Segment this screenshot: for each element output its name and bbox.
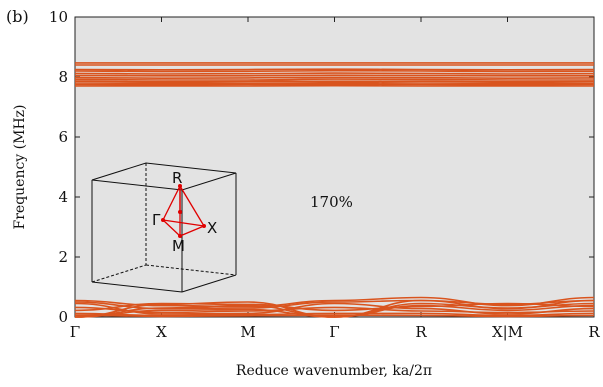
low-band-line xyxy=(74,312,595,317)
irreducible-wedge xyxy=(162,185,205,237)
y-tick-label: 10 xyxy=(49,8,68,26)
high-band-line xyxy=(74,80,595,83)
low-band-line xyxy=(74,302,595,315)
high-band-line xyxy=(74,72,595,75)
y-tick-label: 6 xyxy=(58,128,68,146)
high-band-line xyxy=(74,68,595,71)
y-tick-label: 4 xyxy=(58,188,68,206)
high-band-line xyxy=(74,78,594,81)
inset-label-gamma: Γ xyxy=(152,211,161,229)
high-band-line xyxy=(74,76,595,80)
x-tick-label: Γ xyxy=(70,323,80,341)
x-axis-label: Reduce wavenumber, ka/2π xyxy=(236,363,432,379)
low-band-line xyxy=(74,306,595,314)
brillouin-zone-inset: R Γ X M xyxy=(91,162,237,293)
x-tick-label: M xyxy=(240,323,255,341)
inset-cube xyxy=(91,162,237,293)
high-band-line xyxy=(74,74,594,77)
y-axis-ticks: 0 2 4 6 8 10 xyxy=(49,8,594,326)
high-band-line xyxy=(74,81,594,85)
low-band-line xyxy=(74,296,595,308)
y-tick-label: 2 xyxy=(58,248,68,266)
y-tick-label: 0 xyxy=(58,308,68,326)
low-band-line xyxy=(74,302,595,312)
inset-label-X: X xyxy=(207,219,217,237)
x-tick-label: X|M xyxy=(492,323,523,341)
plot-area xyxy=(74,16,595,318)
x-tick-label: R xyxy=(415,323,427,341)
x-tick-label: Γ xyxy=(329,323,339,341)
low-band-line xyxy=(74,299,595,310)
inset-label-R: R xyxy=(172,169,182,187)
x-tick-label: R xyxy=(588,323,600,341)
wedge-points xyxy=(161,184,206,238)
low-band-line xyxy=(74,314,595,318)
x-axis-ticks: Γ X M Γ R X|M R xyxy=(70,17,600,341)
low-band-line xyxy=(74,304,595,318)
high-band-line xyxy=(74,69,595,73)
panel-label: (b) xyxy=(6,7,29,26)
y-tick-label: 8 xyxy=(58,68,68,86)
inset-label-M: M xyxy=(172,237,185,255)
y-axis-label: Frequency (MHz) xyxy=(12,104,28,229)
annotation-label: 170% xyxy=(310,193,353,211)
high-band-line xyxy=(74,83,595,86)
band-lines xyxy=(74,62,595,318)
x-tick-label: X xyxy=(156,323,167,341)
